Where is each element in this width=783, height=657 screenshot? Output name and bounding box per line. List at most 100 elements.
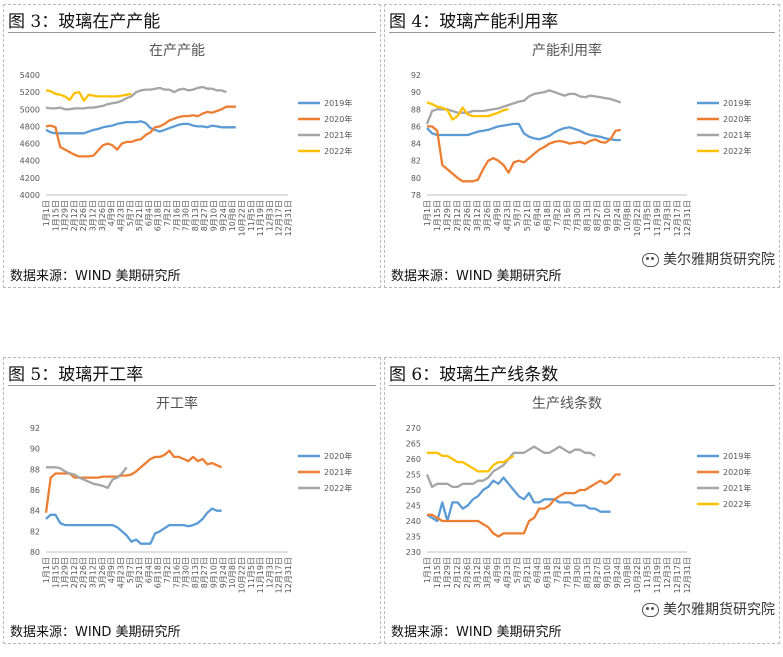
- y-tick-label: 80: [411, 174, 421, 183]
- legend-label: 2021年: [723, 130, 751, 140]
- x-tick-label: 4月23日: [503, 557, 512, 588]
- x-tick-label: 6月18日: [543, 200, 552, 231]
- series-line: [45, 105, 236, 158]
- x-tick-label: 8月13日: [583, 200, 592, 231]
- x-tick-label: 1月1日: [42, 200, 51, 226]
- x-tick-label: 5月7日: [513, 200, 522, 226]
- x-tick-label: 12月3日: [265, 200, 274, 231]
- x-tick-label: 10月8日: [228, 200, 237, 231]
- legend-label: 2021年: [324, 467, 352, 477]
- watermark-text: 美尔雅期货研究院: [663, 602, 775, 618]
- legend-label: 2021年: [324, 130, 352, 140]
- legend-label: 2020年: [324, 451, 352, 461]
- x-tick-label: 10月22日: [633, 200, 642, 236]
- x-tick-label: 9月24日: [219, 200, 228, 231]
- y-tick-label: 82: [30, 527, 40, 536]
- x-tick-label: 5月21日: [523, 557, 532, 588]
- title-divider: [389, 32, 775, 33]
- series-line: [426, 476, 611, 523]
- x-tick-label: 11月19日: [653, 200, 662, 236]
- legend-label: 2022年: [723, 499, 751, 509]
- x-tick-label: 10月22日: [633, 557, 642, 593]
- watermark-text: 美尔雅期货研究院: [663, 252, 775, 268]
- x-tick-label: 11月19日: [653, 557, 662, 593]
- series-line: [426, 122, 621, 142]
- x-tick-label: 2月12日: [453, 557, 462, 588]
- x-tick-label: 7月30日: [573, 200, 582, 231]
- data-source: 数据来源：WIND 美期研究所: [10, 625, 181, 640]
- series-line: [425, 445, 596, 489]
- x-tick-label: 7月16日: [172, 200, 181, 231]
- x-tick-label: 10月8日: [623, 200, 632, 231]
- y-tick-label: 92: [30, 424, 40, 433]
- x-tick-label: 12月3日: [265, 557, 274, 588]
- chart-title: 生产线条数: [532, 395, 602, 412]
- legend-label: 2022年: [324, 483, 352, 493]
- x-tick-label: 9月24日: [613, 557, 622, 588]
- x-tick-label: 6月4日: [144, 557, 153, 583]
- x-tick-label: 11月19日: [256, 200, 265, 236]
- x-tick-label: 1月15日: [51, 557, 60, 588]
- wechat-logo-icon: [642, 603, 659, 617]
- x-tick-label: 9月10日: [603, 200, 612, 231]
- x-tick-label: 2月26日: [79, 200, 88, 231]
- x-tick-label: 2月12日: [70, 557, 79, 588]
- panel-operating-rate: 图 5：玻璃开工率 开工率 80 82 84 86 88 90 92 1月1日 1月15日 1月29…: [3, 357, 381, 644]
- legend-label: 2020年: [723, 467, 751, 477]
- series-line: [426, 101, 509, 121]
- x-tick-label: 1月1日: [423, 200, 432, 226]
- x-tick-label: 9月24日: [219, 557, 228, 588]
- x-tick-label: 12月17日: [673, 557, 682, 593]
- data-source: 数据来源：WIND 美期研究所: [391, 269, 562, 284]
- x-tick-label: 2月26日: [463, 200, 472, 231]
- y-tick-label: 235: [406, 533, 421, 542]
- y-tick-label: 4400: [20, 157, 40, 166]
- x-tick-label: 10月22日: [237, 557, 246, 593]
- x-tick-label: 8月13日: [583, 557, 592, 588]
- x-tick-label: 9月10日: [603, 557, 612, 588]
- x-tick-label: 9月10日: [210, 200, 219, 231]
- y-tick-label: 4600: [20, 140, 40, 149]
- series-line: [425, 89, 622, 125]
- x-tick-label: 8月13日: [191, 200, 200, 231]
- x-tick-label: 5月7日: [126, 200, 135, 226]
- x-tick-label: 11月5日: [247, 557, 256, 588]
- x-tick-label: 11月5日: [643, 200, 652, 231]
- x-tick-label: 7月30日: [182, 557, 191, 588]
- y-tick-label: 86: [411, 122, 421, 131]
- x-tick-label: 3月12日: [473, 200, 482, 231]
- x-tick-label: 10月8日: [228, 557, 237, 588]
- series-line: [44, 449, 223, 513]
- figure-title: 图 4：玻璃产能利用率: [389, 12, 559, 32]
- x-tick-label: 3月12日: [89, 200, 98, 231]
- series-line: [45, 89, 132, 102]
- y-tick-label: 4000: [20, 191, 40, 200]
- x-tick-label: 10月8日: [623, 557, 632, 588]
- x-tick-label: 10月22日: [237, 200, 246, 236]
- figure-title: 图 3：玻璃在产产能: [8, 12, 161, 32]
- chart-utilization: 产能利用率 78 80 82 84 86 88 90 92 1月1日 1月15日 1月29日 2月12日…: [411, 42, 752, 236]
- y-tick-label: 92: [411, 71, 421, 80]
- x-tick-label: 4月23日: [116, 200, 125, 231]
- y-tick-label: 88: [411, 105, 421, 114]
- x-tick-label: 4月9日: [107, 200, 116, 226]
- x-tick-label: 7月2日: [163, 557, 172, 583]
- x-tick-label: 1月15日: [433, 200, 442, 231]
- x-tick-label: 1月29日: [61, 557, 70, 588]
- x-tick-label: 2月26日: [463, 557, 472, 588]
- legend-label: 2019年: [723, 451, 751, 461]
- x-tick-label: 1月1日: [42, 557, 51, 583]
- x-tick-label: 4月23日: [503, 200, 512, 231]
- x-tick-label: 8月27日: [200, 557, 209, 588]
- x-tick-label: 2月12日: [453, 200, 462, 231]
- y-tick-label: 255: [406, 471, 421, 480]
- x-tick-label: 6月18日: [543, 557, 552, 588]
- y-tick-label: 260: [406, 455, 421, 464]
- chart-capacity: 在产产能 4000 4200 4400 4600 4800 5000 5200 5400 1月1日…: [20, 43, 353, 236]
- x-tick-label: 2月12日: [70, 200, 79, 231]
- y-tick-label: 5400: [20, 71, 40, 80]
- x-tick-label: 5月21日: [523, 200, 532, 231]
- chart-title: 在产产能: [149, 43, 205, 59]
- x-tick-label: 1月29日: [61, 200, 70, 231]
- legend-label: 2020年: [723, 114, 751, 124]
